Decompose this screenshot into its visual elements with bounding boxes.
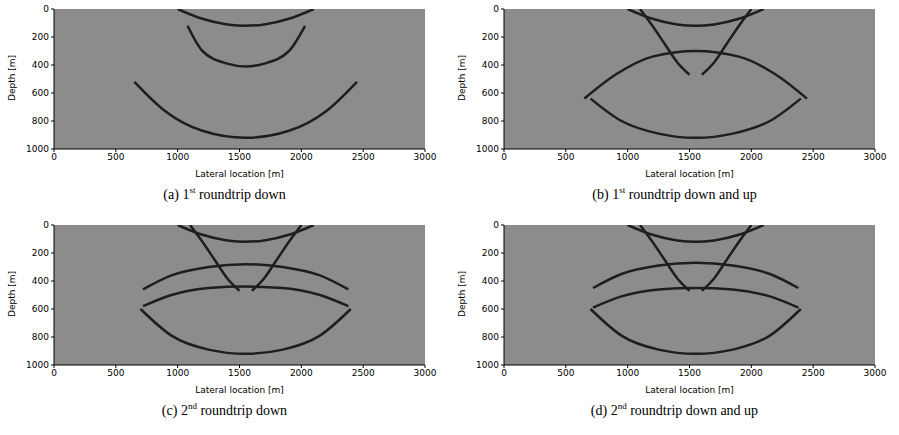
svg-text:600: 600 <box>32 88 49 98</box>
svg-text:500: 500 <box>557 368 574 378</box>
svg-text:1500: 1500 <box>678 152 701 162</box>
svg-text:500: 500 <box>557 152 574 162</box>
html-text:(b) 1stroundtrip down and up: (b) 1stroundtrip down and up <box>592 185 757 202</box>
svg-text:Lateral location [m]: Lateral location [m] <box>645 385 734 395</box>
svg-text:Depth [m]: Depth [m] <box>7 55 17 101</box>
svg-text:1000: 1000 <box>476 144 499 154</box>
svg-text:600: 600 <box>482 88 499 98</box>
svg-text:2000: 2000 <box>740 368 763 378</box>
svg-text:1000: 1000 <box>26 144 49 154</box>
svg-text:3000: 3000 <box>414 368 437 378</box>
svg-text:Lateral location [m]: Lateral location [m] <box>645 169 734 179</box>
svg-text:600: 600 <box>32 304 49 314</box>
svg-text:400: 400 <box>32 60 49 70</box>
html-text:(c) 2ndroundtrip down: (c) 2ndroundtrip down <box>161 401 288 418</box>
svg-text:200: 200 <box>482 248 499 258</box>
svg-text:2500: 2500 <box>802 368 825 378</box>
svg-text:1000: 1000 <box>166 152 189 162</box>
svg-text:800: 800 <box>32 332 49 342</box>
svg-text:0: 0 <box>493 220 499 230</box>
svg-text:3000: 3000 <box>864 368 887 378</box>
svg-text:Depth [m]: Depth [m] <box>457 271 467 317</box>
svg-text:1500: 1500 <box>228 368 251 378</box>
html-text:(d) 2ndroundtrip down and up: (d) 2ndroundtrip down and up <box>590 401 759 418</box>
svg-text:400: 400 <box>482 276 499 286</box>
svg-text:1000: 1000 <box>616 152 639 162</box>
svg-text:200: 200 <box>32 248 49 258</box>
svg-text:1000: 1000 <box>616 368 639 378</box>
svg-text:600: 600 <box>482 304 499 314</box>
svg-text:500: 500 <box>107 152 124 162</box>
svg-text:400: 400 <box>32 276 49 286</box>
svg-text:200: 200 <box>32 32 49 42</box>
svg-text:0: 0 <box>43 4 49 14</box>
svg-text:200: 200 <box>482 32 499 42</box>
svg-text:1000: 1000 <box>476 360 499 370</box>
svg-text:0: 0 <box>493 4 499 14</box>
svg-text:Lateral location [m]: Lateral location [m] <box>195 169 284 179</box>
svg-text:2500: 2500 <box>352 368 375 378</box>
svg-text:3000: 3000 <box>414 152 437 162</box>
svg-text:2000: 2000 <box>290 152 313 162</box>
svg-text:800: 800 <box>482 116 499 126</box>
svg-text:800: 800 <box>482 332 499 342</box>
svg-text:2000: 2000 <box>740 152 763 162</box>
svg-text:0: 0 <box>43 220 49 230</box>
svg-text:2500: 2500 <box>802 152 825 162</box>
svg-text:1000: 1000 <box>26 360 49 370</box>
svg-text:500: 500 <box>107 368 124 378</box>
svg-text:2500: 2500 <box>352 152 375 162</box>
html-text:(a) 1stroundtrip down: (a) 1stroundtrip down <box>163 185 286 202</box>
svg-text:0: 0 <box>51 152 57 162</box>
svg-text:400: 400 <box>482 60 499 70</box>
svg-text:1500: 1500 <box>228 152 251 162</box>
svg-text:800: 800 <box>32 116 49 126</box>
svg-text:3000: 3000 <box>864 152 887 162</box>
svg-text:Depth [m]: Depth [m] <box>457 55 467 101</box>
svg-text:1500: 1500 <box>678 368 701 378</box>
svg-text:Lateral location [m]: Lateral location [m] <box>195 385 284 395</box>
svg-text:2000: 2000 <box>290 368 313 378</box>
svg-text:1000: 1000 <box>166 368 189 378</box>
svg-text:0: 0 <box>501 368 507 378</box>
svg-text:0: 0 <box>51 368 57 378</box>
svg-text:Depth [m]: Depth [m] <box>7 271 17 317</box>
svg-text:0: 0 <box>501 152 507 162</box>
